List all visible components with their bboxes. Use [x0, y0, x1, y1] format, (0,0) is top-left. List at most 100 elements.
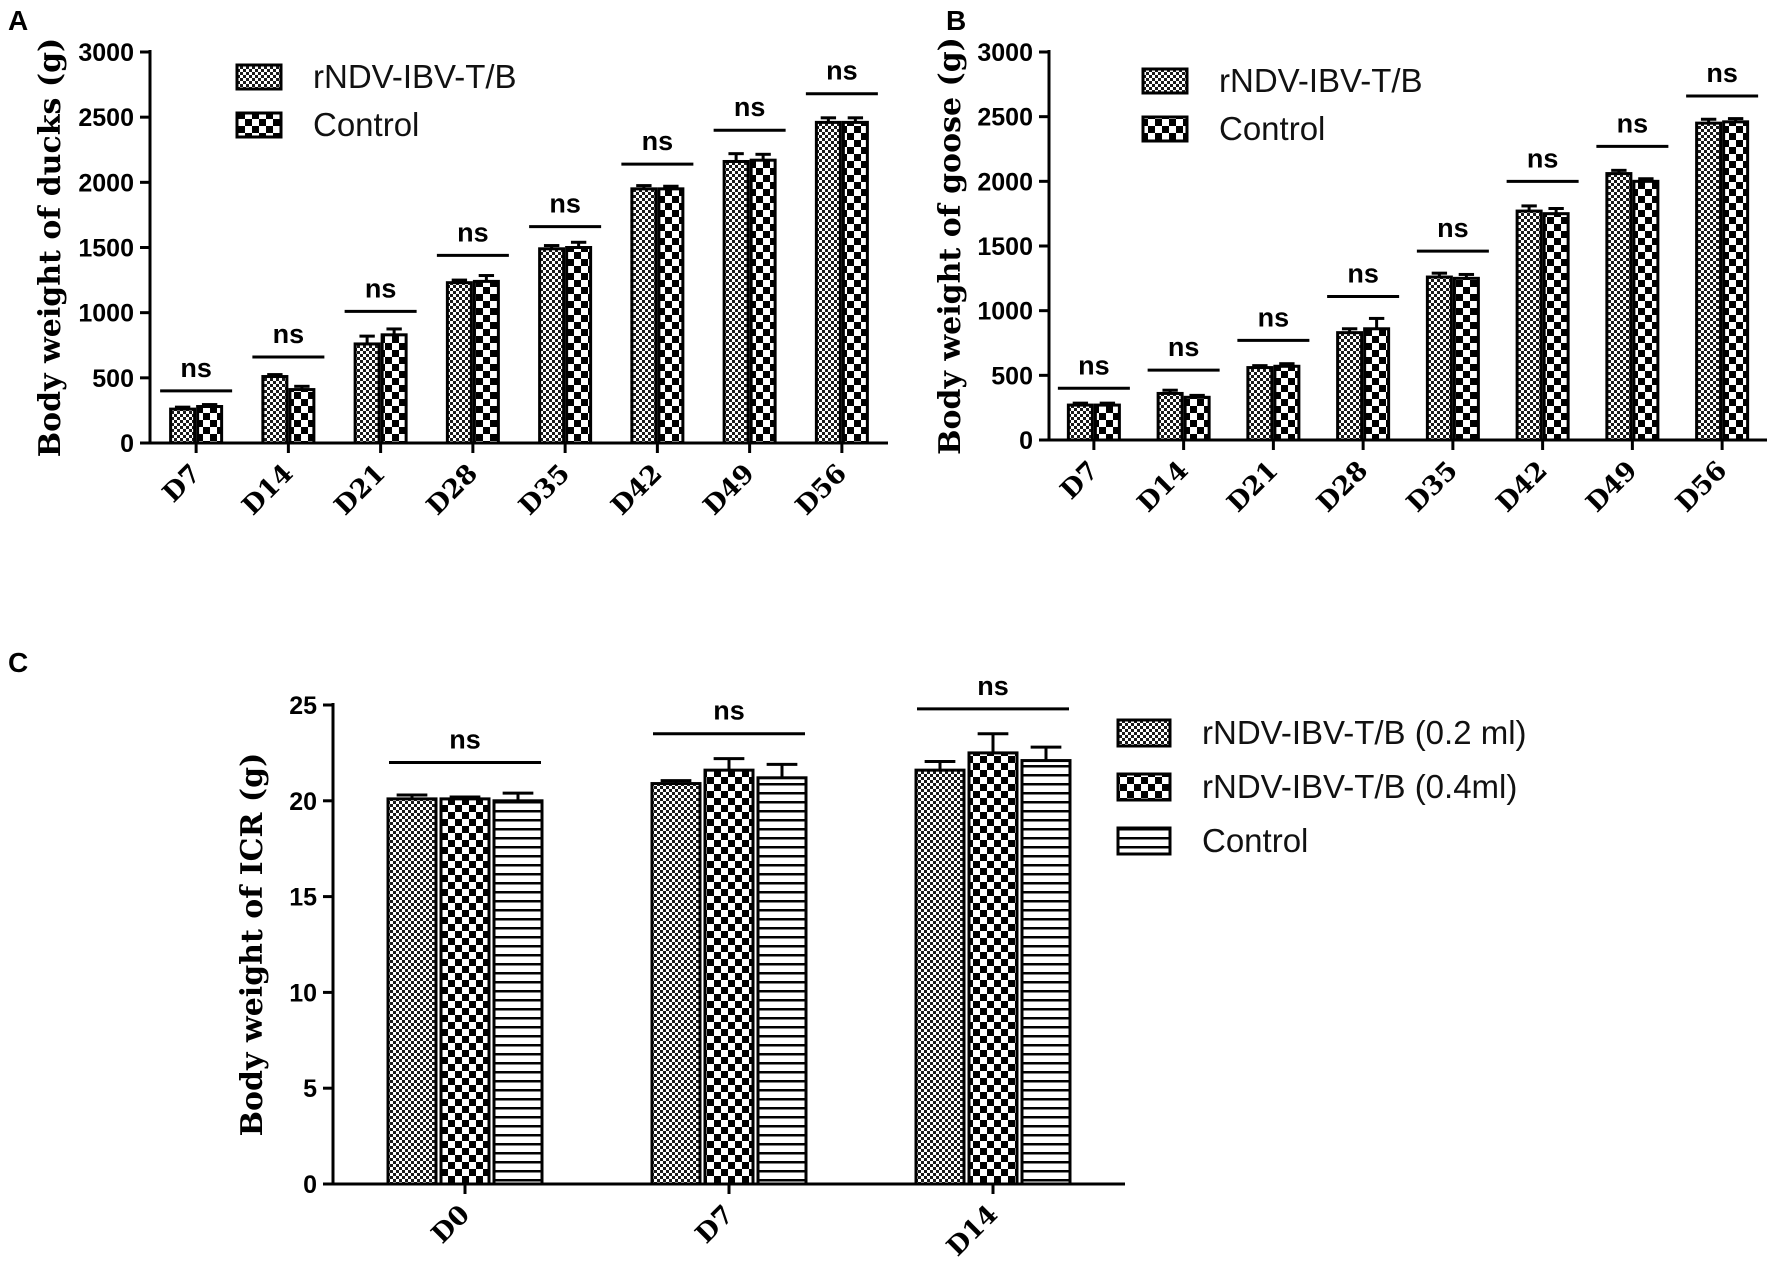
- x-tick-label: D49: [698, 459, 761, 522]
- panel-C: C 0 5 10 15 20 25 Body weight of ICR (g) D0 ns D7 n…: [8, 647, 1527, 1262]
- x-tick-label: D35: [513, 459, 576, 522]
- legend-swatch: [1141, 115, 1189, 143]
- y-tick-label: 1000: [78, 300, 134, 328]
- bar-D28-series-2: [472, 279, 500, 445]
- x-tick-label: D42: [1491, 456, 1554, 519]
- panel-letter-B: B: [946, 5, 966, 36]
- bar-D42-series-1: [630, 187, 658, 445]
- x-tick-label: D42: [606, 459, 669, 522]
- bar-D56-series-2: [841, 120, 869, 445]
- significance-label: ns: [642, 126, 674, 156]
- panel-letter-C: C: [8, 647, 28, 678]
- x-tick-label: D56: [1670, 456, 1733, 519]
- x-tick-label: D21: [1222, 456, 1285, 519]
- significance-label: ns: [977, 671, 1009, 701]
- bar-D14-series-2: [967, 751, 1019, 1186]
- bar-D35-series-2: [1452, 276, 1480, 442]
- bar-D42-series-2: [657, 187, 685, 445]
- legend-swatch: [1116, 826, 1172, 856]
- x-tick-label: D49: [1581, 456, 1644, 519]
- significance-label: ns: [1078, 350, 1110, 380]
- bar-D0-series-3: [492, 799, 544, 1186]
- y-tick-label: 5: [303, 1075, 317, 1103]
- significance-label: ns: [1437, 213, 1469, 243]
- significance-label: ns: [1706, 58, 1738, 88]
- bar-D7-series-1: [650, 782, 702, 1186]
- bar-D56-series-2: [1722, 120, 1750, 442]
- significance-label: ns: [713, 696, 745, 726]
- bar-D49-series-1: [722, 159, 750, 445]
- bar-D42-series-2: [1542, 212, 1570, 442]
- legend-label: rNDV-IBV-T/B (0.2 ml): [1202, 714, 1527, 751]
- x-tick-label: D56: [790, 459, 853, 522]
- significance-label: ns: [180, 353, 212, 383]
- bar-D28-series-1: [445, 281, 473, 445]
- bar-D7-series-1: [169, 407, 197, 445]
- bar-D21-series-2: [380, 333, 408, 445]
- legend-label: rNDV-IBV-T/B: [313, 58, 517, 95]
- bar-D49-series-2: [1632, 179, 1660, 442]
- y-tick-label: 20: [289, 788, 317, 816]
- legend-label: rNDV-IBV-T/B (0.4ml): [1202, 768, 1517, 805]
- y-tick-label: 500: [991, 362, 1033, 390]
- bar-D35-series-1: [538, 247, 566, 445]
- x-tick-label: D28: [421, 459, 484, 522]
- y-tick-label: 15: [289, 884, 317, 912]
- y-tick-label: 10: [289, 979, 317, 1007]
- x-tick-label: D7: [1055, 456, 1105, 506]
- bar-D14-series-3: [1020, 759, 1072, 1186]
- significance-label: ns: [1258, 302, 1290, 332]
- significance-label: ns: [1347, 258, 1379, 288]
- y-tick-label: 2500: [78, 104, 134, 132]
- panel-B: B 0 500 1000 1500 2000 2500 3000 Body weight of …: [933, 5, 1767, 518]
- y-axis-title: Body weight of ICR (g): [235, 753, 270, 1137]
- bar-D56-series-1: [814, 120, 842, 445]
- bar-D28-series-2: [1363, 327, 1391, 442]
- bar-D7-series-2: [703, 768, 755, 1186]
- y-axis-title: Body weight of ducks (g): [33, 38, 68, 458]
- x-tick-label: D28: [1311, 456, 1374, 519]
- panel-letter-A: A: [8, 5, 28, 36]
- bar-D28-series-1: [1336, 331, 1364, 442]
- significance-label: ns: [734, 92, 766, 122]
- legend-swatch: [235, 63, 283, 91]
- bar-D42-series-1: [1515, 209, 1543, 442]
- y-tick-label: 3000: [977, 39, 1033, 67]
- bar-D49-series-2: [749, 158, 777, 445]
- x-tick-label: D0: [426, 1200, 476, 1250]
- x-tick-label: D21: [329, 459, 392, 522]
- significance-label: ns: [1617, 108, 1649, 138]
- bar-D14-series-1: [261, 375, 289, 445]
- y-tick-label: 2000: [977, 168, 1033, 196]
- significance-label: ns: [365, 273, 397, 303]
- y-tick-label: 0: [120, 430, 134, 458]
- legend-swatch: [1116, 718, 1172, 748]
- significance-label: ns: [449, 724, 481, 754]
- x-tick-label: D7: [690, 1200, 740, 1250]
- legend-label: Control: [1202, 822, 1308, 859]
- significance-label: ns: [273, 319, 305, 349]
- bar-D21-series-2: [1273, 364, 1301, 442]
- bar-D7-series-2: [1093, 403, 1121, 442]
- y-tick-label: 2000: [78, 169, 134, 197]
- bar-D21-series-1: [1246, 366, 1274, 442]
- bar-D49-series-1: [1605, 172, 1633, 442]
- legend-swatch: [1141, 67, 1189, 95]
- y-tick-label: 0: [1019, 427, 1033, 455]
- significance-label: ns: [1527, 143, 1559, 173]
- y-tick-label: 3000: [78, 39, 134, 67]
- y-tick-label: 2500: [977, 104, 1033, 132]
- legend-swatch: [235, 111, 283, 139]
- bar-D7-series-2: [196, 405, 224, 445]
- y-tick-label: 0: [303, 1171, 317, 1199]
- legend-label: Control: [1219, 110, 1325, 147]
- y-tick-label: 1000: [977, 298, 1033, 326]
- panel-A: A 0 500 1000 1500 2000 2500 3000 Body weight of …: [8, 5, 888, 521]
- y-tick-label: 500: [92, 365, 134, 393]
- y-tick-label: 1500: [78, 235, 134, 263]
- bar-D7-series-3: [756, 776, 808, 1186]
- x-tick-label: D7: [157, 459, 207, 509]
- legend-label: rNDV-IBV-T/B: [1219, 62, 1423, 99]
- x-tick-label: D14: [941, 1200, 1004, 1263]
